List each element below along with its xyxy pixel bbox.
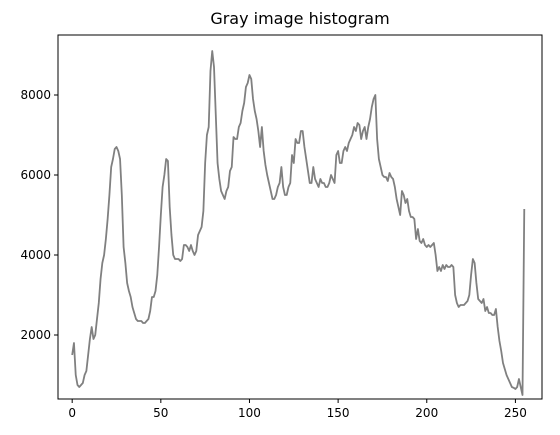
- y-tick-label: 6000: [20, 168, 51, 182]
- x-tick-label: 250: [504, 406, 527, 420]
- x-tick-label: 50: [153, 406, 168, 420]
- x-tick-label: 0: [68, 406, 76, 420]
- plot-frame: [57, 34, 543, 400]
- plot-area: [71, 50, 526, 396]
- histogram-series-line: [71, 50, 526, 396]
- chart-title: Gray image histogram: [210, 9, 389, 28]
- x-tick-label: 100: [238, 406, 261, 420]
- y-tick-label: 4000: [20, 248, 51, 262]
- y-tick-label: 8000: [20, 88, 51, 102]
- x-tick-label: 200: [415, 406, 438, 420]
- y-axis: 2000 4000 6000 8000: [20, 88, 58, 342]
- x-tick-label: 150: [327, 406, 350, 420]
- y-tick-label: 2000: [20, 328, 51, 342]
- x-axis: 0 50 100 150 200 250: [68, 399, 527, 420]
